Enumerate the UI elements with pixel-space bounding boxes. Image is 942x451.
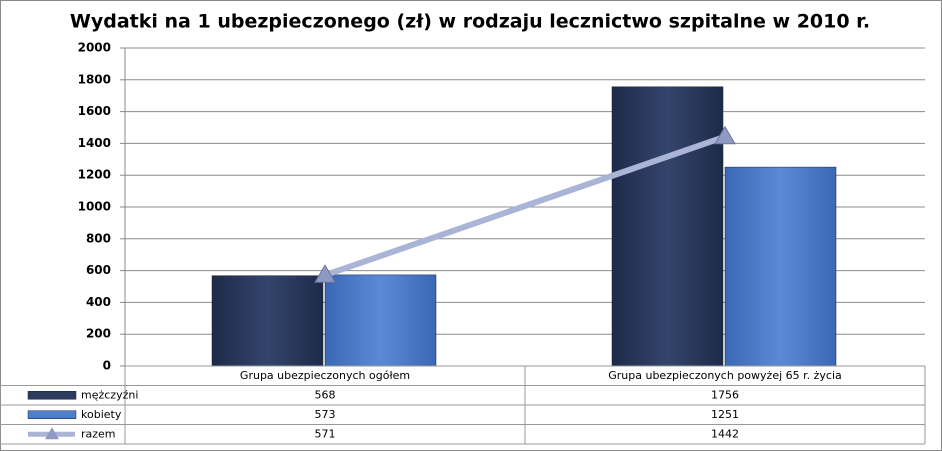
y-tick-label: 400 xyxy=(86,295,111,309)
legend-key xyxy=(45,427,59,440)
table-value: 1756 xyxy=(711,388,739,401)
table-value: 573 xyxy=(315,408,336,421)
y-tick-label: 1400 xyxy=(78,136,111,150)
chart-title: Wydatki na 1 ubezpieczonego (zł) w rodza… xyxy=(70,11,870,33)
legend-label: kobiety xyxy=(81,408,122,421)
y-tick-label: 1600 xyxy=(78,104,111,118)
table-value: 1251 xyxy=(711,408,739,421)
x-tick-label: Grupa ubezpieczonych ogółem xyxy=(240,369,410,382)
y-tick-label: 800 xyxy=(86,231,111,245)
bar xyxy=(324,274,437,367)
line-marker xyxy=(314,264,336,283)
y-tick-label: 1000 xyxy=(78,200,111,214)
table-value: 571 xyxy=(315,427,336,440)
y-tick-label: 200 xyxy=(86,327,111,341)
y-tick-label: 2000 xyxy=(78,41,111,55)
line-marker xyxy=(714,125,736,145)
legend-label: mężczyźni xyxy=(81,388,138,401)
y-tick-label: 0 xyxy=(103,359,111,373)
bar xyxy=(611,86,724,367)
line xyxy=(324,133,726,279)
table-value: 568 xyxy=(315,388,336,401)
bar xyxy=(724,166,837,367)
legend-key xyxy=(27,410,77,419)
legend-key xyxy=(27,391,77,400)
y-tick-label: 1200 xyxy=(78,168,111,182)
legend-label: razem xyxy=(81,427,116,440)
bar xyxy=(211,275,324,367)
y-tick-label: 600 xyxy=(86,263,111,277)
y-tick-label: 1800 xyxy=(78,72,111,86)
x-tick-label: Grupa ubezpieczonych powyżej 65 r. życia xyxy=(608,369,842,382)
table-value: 1442 xyxy=(711,427,739,440)
